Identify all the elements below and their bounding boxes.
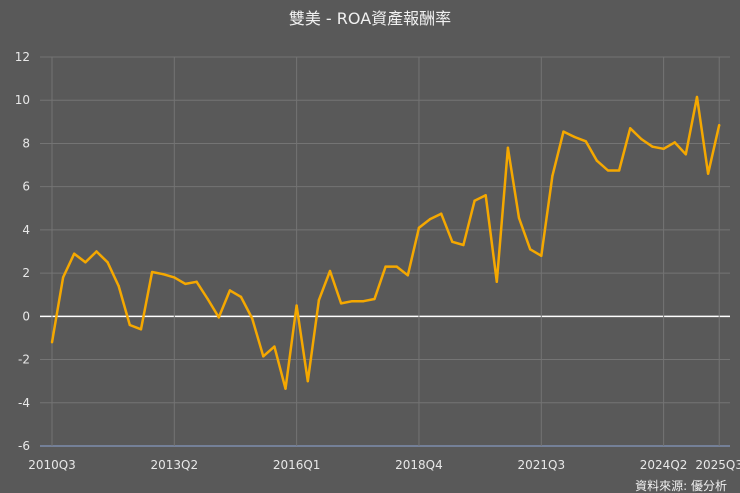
data-point: [484, 194, 487, 197]
data-point: [473, 199, 476, 202]
data-point: [540, 254, 543, 258]
data-point: [395, 265, 398, 268]
x-tick-label: 2010Q3: [28, 458, 76, 472]
data-point: [673, 141, 676, 144]
y-tick-label: 2: [22, 266, 30, 280]
data-point: [351, 300, 354, 303]
y-tick-label: -2: [18, 353, 30, 367]
data-point: [128, 323, 132, 327]
data-point: [162, 272, 165, 276]
chart-title: 雙美 - ROA資產報酬率: [289, 9, 451, 28]
data-point: [262, 355, 265, 358]
data-point: [617, 169, 621, 172]
data-point: [706, 172, 710, 175]
x-tick-label: 2013Q2: [151, 458, 199, 472]
data-point: [328, 269, 332, 273]
data-point: [106, 261, 109, 264]
data-point: [284, 387, 287, 390]
data-point: [362, 300, 365, 303]
y-tick-label: 8: [22, 136, 30, 150]
data-point: [228, 289, 232, 292]
data-point: [428, 217, 432, 221]
data-point: [451, 240, 454, 243]
y-tick-label: 0: [22, 309, 30, 323]
data-point: [50, 341, 54, 344]
data-point: [573, 135, 576, 139]
data-point: [417, 226, 421, 229]
data-point: [384, 265, 387, 268]
data-point: [117, 284, 120, 288]
data-point: [595, 159, 599, 162]
data-point: [684, 153, 688, 156]
data-point: [150, 270, 154, 274]
x-tick-label: 2018Q4: [395, 458, 443, 472]
data-point: [239, 295, 243, 299]
y-tick-label: 10: [15, 93, 30, 107]
data-point: [295, 304, 298, 307]
data-point: [606, 169, 610, 172]
data-point: [584, 140, 587, 143]
data-point: [250, 317, 254, 320]
roa-series-line: [50, 95, 721, 390]
data-point: [95, 250, 98, 253]
data-point: [273, 345, 276, 348]
data-point: [440, 212, 443, 215]
y-tick-label: 4: [22, 223, 30, 237]
data-point: [517, 216, 521, 220]
data-point: [317, 298, 321, 302]
x-tick-label: 2024Q2: [640, 458, 688, 472]
data-point: [406, 274, 410, 277]
data-point: [640, 137, 643, 141]
data-point: [662, 147, 665, 151]
data-point: [61, 276, 65, 279]
data-point: [495, 280, 498, 283]
data-point: [718, 123, 721, 127]
y-tick-label: -6: [18, 439, 30, 453]
data-point: [651, 145, 654, 148]
data-point: [184, 282, 187, 286]
data-point: [551, 174, 554, 178]
data-point: [73, 252, 76, 255]
y-tick-label: -4: [18, 396, 30, 410]
data-point: [629, 127, 632, 130]
y-tick-label: 6: [22, 180, 30, 194]
data-point: [695, 95, 699, 99]
data-point: [506, 146, 510, 149]
data-point: [339, 302, 343, 305]
data-point: [373, 297, 376, 301]
data-point: [195, 280, 198, 283]
x-tick-label: 2016Q1: [273, 458, 321, 472]
y-tick-label: 12: [15, 50, 30, 64]
data-point: [306, 379, 309, 383]
data-point: [528, 248, 532, 251]
data-point: [562, 130, 565, 133]
data-point: [139, 328, 143, 331]
data-point: [462, 243, 465, 247]
data-point: [217, 316, 220, 319]
source-label: 資料來源: 優分析: [635, 479, 727, 493]
data-point: [173, 276, 176, 279]
x-tick-label: 2021Q3: [517, 458, 565, 472]
x-tick-label: 2025Q3: [695, 458, 740, 472]
data-point: [84, 261, 87, 264]
data-point: [206, 297, 209, 301]
